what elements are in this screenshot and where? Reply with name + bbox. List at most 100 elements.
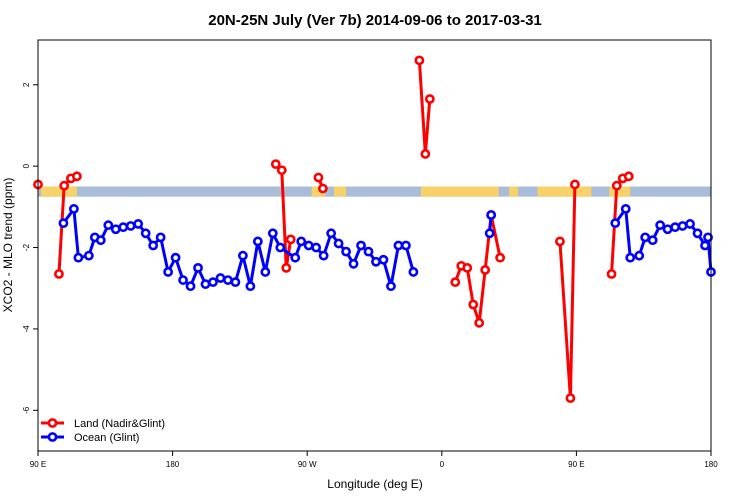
data-point [480, 265, 491, 275]
data-point [296, 236, 307, 247]
data-point [371, 256, 381, 267]
data-point [252, 236, 263, 247]
y-tick-label: 0 [22, 163, 31, 168]
data-point [170, 252, 181, 263]
x-axis-label: Longitude (deg E) [327, 477, 422, 491]
data-point [620, 203, 631, 214]
x-tick-label: 0 [440, 460, 445, 469]
data-point [462, 262, 473, 273]
data-point [73, 252, 84, 263]
data-point [260, 267, 271, 277]
data-point [110, 224, 121, 235]
data-point [703, 232, 713, 243]
land-span [40, 186, 77, 197]
data-point [267, 228, 278, 239]
data-point [270, 159, 281, 170]
land-span [311, 186, 326, 197]
chart-title: 20N-25N July (Ver 7b) 2014-09-06 to 2017… [208, 12, 542, 29]
data-point [363, 246, 374, 257]
series-line [417, 60, 432, 156]
x-tick-label: 180 [166, 460, 180, 469]
data-point [133, 219, 144, 229]
data-point [662, 224, 673, 235]
data-point [83, 250, 94, 261]
data-point [208, 277, 218, 288]
data-point [178, 275, 188, 285]
data-point [401, 240, 411, 251]
data-point [468, 299, 479, 310]
data-point [640, 232, 651, 243]
y-tick-label: -4 [22, 325, 31, 333]
y-tick-label: 2 [22, 82, 31, 87]
data-point [408, 267, 419, 277]
x-tick-label: 90 E [568, 460, 584, 469]
data-point [634, 250, 645, 261]
land-span [334, 186, 347, 197]
data-point [215, 273, 226, 283]
data-point [275, 242, 286, 253]
data-point [486, 210, 497, 220]
data-point [685, 219, 695, 229]
data-point [606, 269, 617, 279]
data-point [148, 240, 159, 251]
data-point [200, 279, 211, 290]
data-point [68, 203, 79, 214]
data-point [677, 221, 688, 231]
series-line [558, 184, 577, 400]
data-point [303, 240, 314, 251]
data-point [313, 172, 324, 183]
land-span [420, 186, 499, 197]
data-point [386, 281, 396, 292]
y-tick-label: -2 [22, 243, 31, 251]
data-point [95, 235, 106, 246]
data-point [185, 281, 196, 292]
series-0 [33, 55, 634, 403]
data-point [163, 267, 174, 277]
land-ocean-band [38, 186, 711, 197]
x-axis: 90 E 180 90 W 0 90 E 180 [30, 451, 718, 469]
plot-frame [37, 39, 712, 452]
data-point [118, 222, 129, 233]
data-point [611, 180, 622, 191]
data-point [318, 250, 329, 261]
data-point [670, 222, 681, 233]
data-point [326, 228, 337, 239]
y-axis-label: XCO2 - MLO trend (ppm) [1, 178, 15, 313]
land-span [537, 186, 592, 197]
data-point [54, 269, 64, 279]
data-point [625, 252, 636, 263]
data-point [655, 220, 666, 231]
data-point [318, 183, 328, 194]
data-point [565, 393, 576, 403]
land-span [509, 186, 519, 197]
data-point [230, 277, 241, 288]
legend-marker [47, 418, 58, 428]
data-point [555, 236, 565, 247]
data-point [647, 235, 658, 246]
series-1 [58, 203, 716, 292]
data-point [414, 55, 425, 66]
data-point [348, 258, 359, 269]
data-point [237, 250, 248, 261]
data-point [393, 240, 404, 251]
data-point [281, 262, 292, 273]
data-point [59, 180, 70, 191]
data-point [223, 275, 233, 285]
y-axis: 2 0 -2 -4 -6 [22, 82, 38, 414]
data-point [450, 277, 461, 288]
land-span [609, 186, 631, 197]
data-point [276, 165, 287, 176]
data-point [700, 240, 710, 251]
data-point [420, 149, 431, 159]
data-point [311, 242, 322, 253]
ocean-band [38, 186, 711, 197]
data-point [290, 252, 301, 263]
data-point [155, 232, 166, 243]
data-point [474, 317, 485, 328]
data-point [623, 171, 634, 182]
data-point [610, 218, 621, 229]
data-point [484, 228, 495, 239]
data-point [378, 254, 389, 265]
x-tick-label: 180 [704, 460, 718, 469]
